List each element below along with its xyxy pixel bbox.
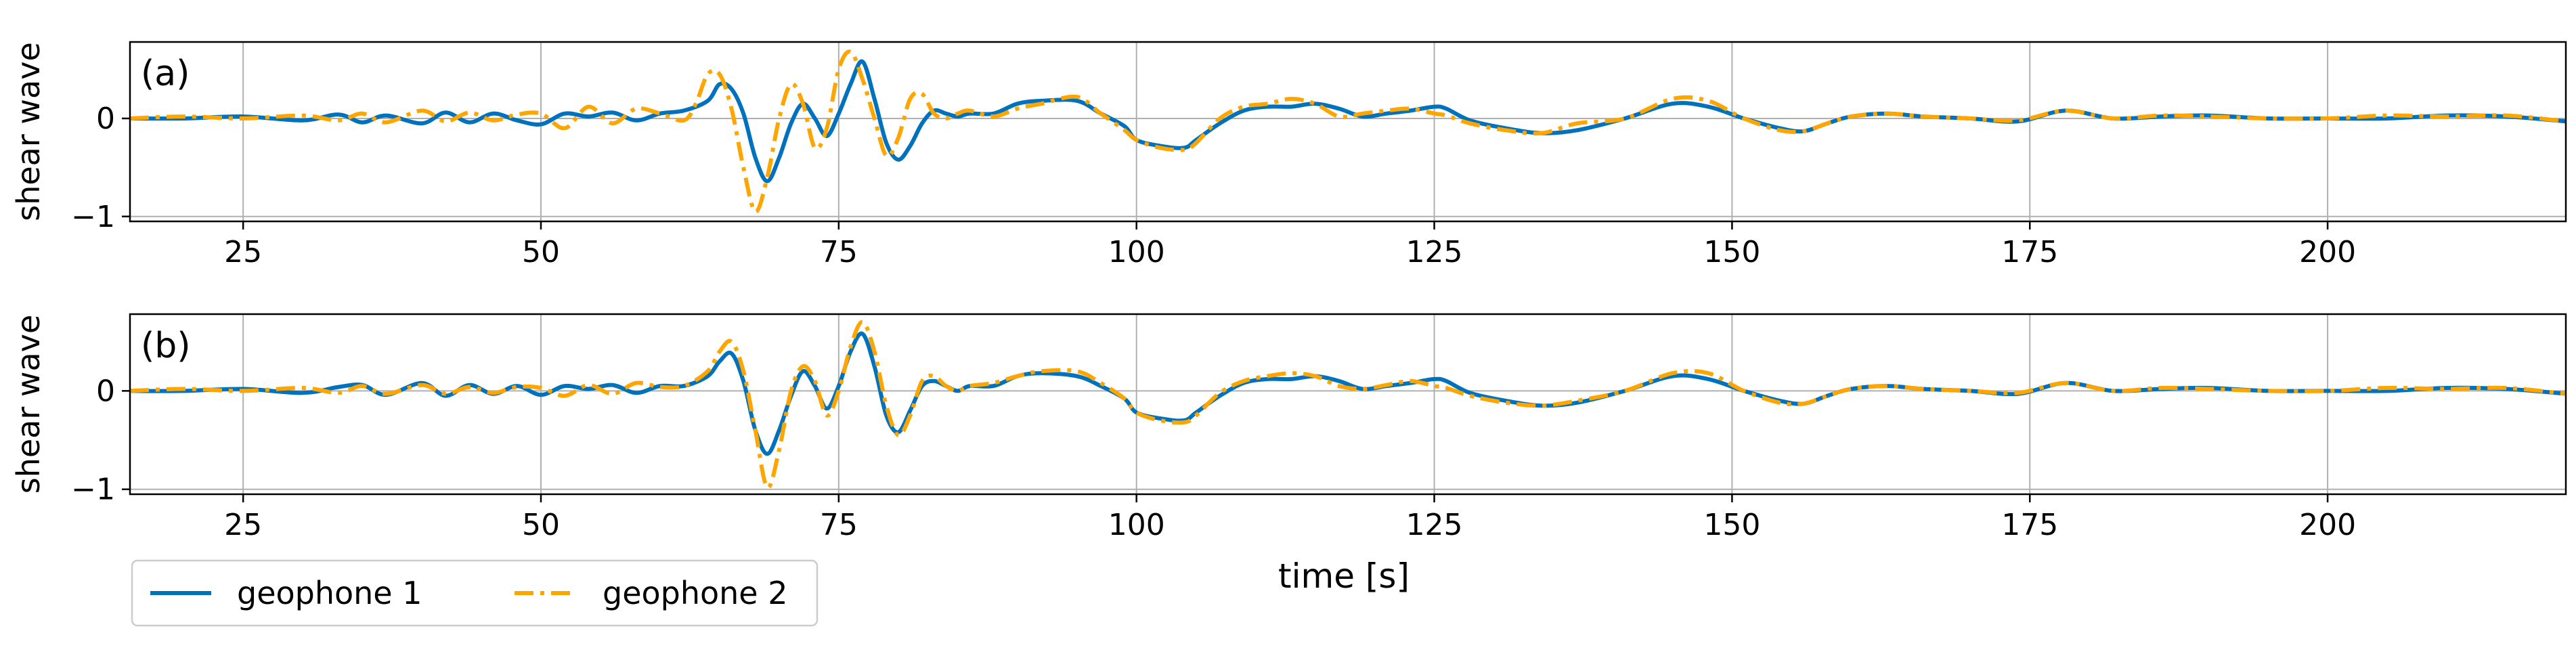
panel-b-ytick-label-0: 0 [96,374,115,408]
panel-b-xtick-label-75: 75 [820,508,858,542]
panel-b-xtick-label-150: 150 [1703,508,1760,542]
legend: geophone 1 geophone 2 [131,559,818,627]
panel-b-xtick-label-125: 125 [1406,508,1463,542]
panel-a-ytick-label--1: −1 [71,200,115,234]
panel-b-label: (b) [141,326,191,366]
legend-label-geophone-1: geophone 1 [237,575,422,611]
panel-a-xtick-label-200: 200 [2299,235,2356,269]
panel-b-ytick-label--1: −1 [71,473,115,507]
panel-a-frame [129,41,2567,223]
panel-a-series-2-line [129,49,2567,214]
panel-a-ytick-label-0: 0 [96,102,115,136]
x-axis-label: time [s] [1278,557,1410,596]
panel-b-series [129,320,2567,489]
panel-a-ylabel: shear wave [10,42,47,221]
panel-a-xtick-label-150: 150 [1703,235,1760,269]
panel-a-xtick-label-100: 100 [1108,235,1165,269]
panel-a-series [129,49,2567,214]
panel-b-xtick-label-200: 200 [2299,508,2356,542]
panel-b-xtick-label-175: 175 [2001,508,2058,542]
panel-a: 25 50 75 100 125 150 175 200 −1 0 (a) shear wave [10,41,2567,269]
legend-label-geophone-2: geophone 2 [603,575,787,611]
panel-b-xtick-label-100: 100 [1108,508,1165,542]
panel-b-frame [129,313,2567,496]
panel-a-xtick-label-50: 50 [522,235,560,269]
panel-b-ylabel: shear wave [10,315,47,494]
panel-b-xtick-label-25: 25 [224,508,262,542]
panel-a-xtick-label-175: 175 [2001,235,2058,269]
panel-b-series-2-line [129,320,2567,489]
panel-b-ticks: 25 50 75 100 125 150 175 200 −1 0 [71,374,2356,542]
panel-b: 25 50 75 100 125 150 175 200 −1 0 (b) shear wave [10,313,2567,542]
panel-a-ticks: 25 50 75 100 125 150 175 200 −1 0 [71,102,2356,269]
panel-a-label: (a) [141,53,190,94]
legend-box [131,559,818,627]
panel-a-xtick-label-25: 25 [224,235,262,269]
panel-b-xtick-label-50: 50 [522,508,560,542]
panel-a-xtick-label-125: 125 [1406,235,1463,269]
panel-a-xtick-label-75: 75 [820,235,858,269]
